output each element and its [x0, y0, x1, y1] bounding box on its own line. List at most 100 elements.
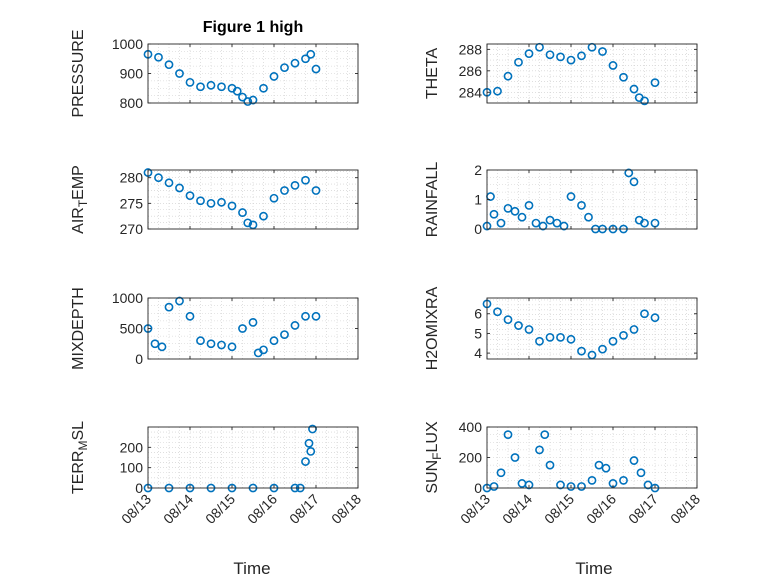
- data-point: [545, 50, 555, 60]
- data-point: [640, 218, 649, 228]
- y-axis-label: SUNFLUX: [424, 421, 444, 494]
- x-tick-label: 08/17: [625, 491, 661, 527]
- data-point: [556, 480, 565, 490]
- data-point: [489, 482, 499, 491]
- data-point: [259, 211, 268, 221]
- data-point: [217, 340, 226, 350]
- data-point: [185, 77, 195, 87]
- panel-mixdepth: 0 500 1000 MIXDEPTH: [70, 287, 359, 370]
- data-point: [514, 57, 523, 67]
- data-point: [290, 58, 300, 68]
- data-point: [232, 86, 242, 96]
- data-point: [164, 178, 174, 188]
- data-point: [227, 201, 237, 211]
- data-point: [185, 311, 195, 321]
- data-point: [164, 302, 174, 312]
- x-tick-label: 08/16: [244, 491, 280, 527]
- panel-air-temp: 270 275 280 AIRTEMP: [70, 165, 359, 237]
- data-point: [196, 82, 205, 92]
- data-point: [650, 313, 660, 323]
- data-point: [510, 453, 520, 462]
- data-point: [185, 191, 195, 201]
- data-point: [150, 339, 160, 349]
- y-axis-label: H2OMIXRA: [424, 286, 441, 370]
- data-point: [217, 82, 226, 92]
- data-point: [311, 186, 321, 195]
- data-point: [535, 445, 544, 455]
- series: [482, 299, 660, 360]
- y-tick-label: 6: [474, 306, 482, 322]
- data-point: [304, 438, 314, 448]
- data-point: [552, 218, 562, 228]
- data-point: [540, 430, 550, 440]
- data-point: [629, 84, 639, 94]
- data-point: [566, 334, 576, 344]
- data-point: [496, 218, 506, 228]
- data-point: [629, 325, 639, 334]
- data-point: [493, 86, 502, 96]
- data-point: [619, 330, 628, 340]
- data-point: [640, 96, 649, 106]
- panel-theta: 284 286 288 THETA: [424, 41, 698, 106]
- y-tick-label: 2: [474, 162, 482, 178]
- y-tick-label: 800: [120, 95, 144, 111]
- y-axis-label: PRESSURE: [70, 29, 87, 117]
- data-point: [640, 309, 649, 319]
- y-axis-label: AIRTEMP: [70, 165, 90, 234]
- data-point: [280, 330, 289, 339]
- y-tick-label: 4: [474, 345, 482, 361]
- data-point: [524, 200, 534, 210]
- data-point: [164, 60, 174, 70]
- data-point: [566, 482, 576, 491]
- data-point: [301, 457, 310, 466]
- data-point: [196, 336, 205, 346]
- x-tick-label: 08/17: [286, 491, 322, 527]
- panel-pressure: 800 900 1000 PRESSURE Figure 1 high: [70, 19, 359, 118]
- y-tick-label: 200: [120, 439, 144, 455]
- data-point: [629, 177, 639, 187]
- y-tick-label: 1000: [112, 290, 143, 306]
- data-point: [503, 430, 513, 440]
- data-point: [290, 321, 300, 330]
- y-tick-label: 286: [459, 63, 483, 79]
- data-point: [503, 71, 513, 81]
- data-point: [196, 196, 205, 206]
- data-point: [577, 346, 586, 356]
- data-point: [206, 80, 216, 90]
- series: [482, 430, 660, 493]
- axes-box: [147, 426, 359, 489]
- data-point: [535, 336, 544, 346]
- x-tick-label: 08/18: [328, 491, 364, 527]
- data-point: [238, 208, 247, 217]
- y-tick-label: 900: [120, 66, 144, 82]
- y-axis-label: TERRMSL: [70, 421, 90, 494]
- data-point: [248, 220, 258, 230]
- data-point: [545, 332, 555, 342]
- y-axis-label: THETA: [424, 48, 441, 100]
- grid: [147, 426, 359, 489]
- data-point: [629, 456, 639, 465]
- y-tick-label: 200: [459, 450, 483, 466]
- y-tick-label: 0: [135, 480, 143, 496]
- data-point: [524, 49, 534, 59]
- data-point: [577, 51, 586, 61]
- data-point: [636, 468, 646, 478]
- data-point: [301, 54, 310, 64]
- data-point: [175, 183, 184, 193]
- x-tick-label: 08/16: [583, 491, 619, 527]
- data-point: [238, 92, 247, 102]
- series: [482, 42, 660, 106]
- data-point: [493, 307, 502, 317]
- data-point: [306, 49, 316, 59]
- data-point: [280, 186, 289, 195]
- y-tick-label: 0: [474, 221, 482, 237]
- y-tick-label: 280: [120, 170, 144, 186]
- x-tick-label: 08/15: [202, 491, 238, 527]
- y-tick-label: 275: [120, 195, 144, 211]
- plot-area: [148, 170, 358, 229]
- x-tick-label: 08/13: [118, 491, 154, 527]
- data-point: [243, 218, 253, 228]
- axes-box: [486, 297, 698, 360]
- data-point: [269, 336, 279, 346]
